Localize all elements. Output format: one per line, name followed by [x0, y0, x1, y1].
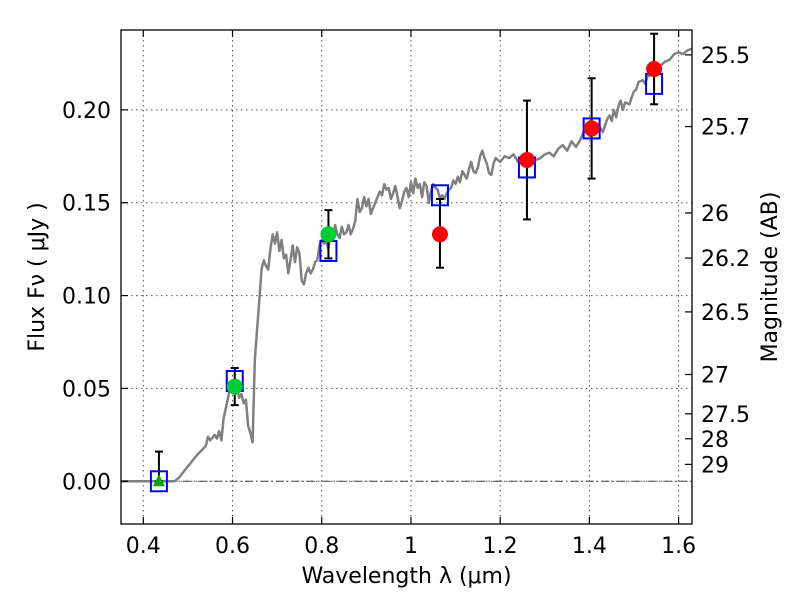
model-photometry-square: [149, 470, 168, 493]
x-tick-label: 0.4: [126, 534, 161, 559]
data-point-circle: [583, 120, 600, 137]
data-point-circle: [518, 152, 535, 168]
right-axis-label: Magnitude (AB): [758, 192, 783, 363]
data-markers: [149, 32, 664, 493]
right-tick-label: 26.5: [701, 301, 750, 326]
x-tick-label: 1.2: [483, 534, 518, 559]
y-tick-label: 0.05: [62, 377, 111, 402]
y-axis-label: Flux Fν ( μJy ): [25, 202, 50, 351]
x-tick-label: 0.6: [215, 534, 250, 559]
x-tick-label: 1.6: [661, 534, 696, 559]
right-tick-label: 27: [701, 364, 729, 389]
x-tick-label: 1.4: [572, 534, 607, 559]
right-tick-label: 28: [701, 428, 729, 453]
right-tick-label: 25.7: [701, 116, 750, 141]
data-point-circle: [431, 226, 448, 243]
model-photometry-square: [430, 184, 449, 207]
y-tick-label: 0.00: [62, 470, 111, 495]
data-point-circle: [646, 61, 663, 77]
y-tick-label: 0.20: [62, 99, 111, 124]
y-tick-label: 0.10: [62, 285, 111, 310]
right-tick-label: 26: [701, 202, 729, 227]
data-point-circle: [226, 378, 243, 395]
right-tick-label: 27.5: [701, 403, 750, 428]
template-spectrum-line: [121, 47, 693, 483]
grid-lines: [121, 30, 692, 524]
x-tick-label: 0.8: [304, 534, 339, 559]
right-tick-label: 26.2: [701, 247, 750, 272]
x-axis-label: Wavelength λ (μm): [301, 564, 511, 589]
right-tick-label: 29: [701, 453, 729, 478]
upper-limit-triangle: [152, 474, 165, 487]
axis-ticks: 0.4 0.6 0.8 1 1.2 1.4 1.6 0.00 0.05 0.10 0.15 0.20 2…: [62, 30, 750, 559]
plot-frame: [120, 29, 693, 525]
right-tick-label: 25.5: [701, 44, 750, 69]
data-point-circle: [320, 226, 337, 243]
x-tick-label: 1: [404, 534, 418, 559]
y-tick-label: 0.15: [62, 192, 111, 217]
